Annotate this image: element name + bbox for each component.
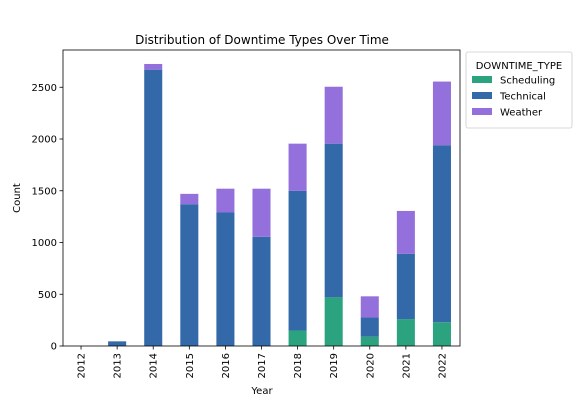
y-axis-ticks: 0 500 1000 1500 2000 2500 [32,83,63,353]
legend-swatch-scheduling [472,76,492,83]
bar-scheduling-2019 [324,297,343,346]
y-tick-label: 1500 [32,186,57,197]
legend-label-technical: Technical [499,92,546,103]
y-tick-label: 0 [51,342,57,353]
bar-weather-2021 [396,210,415,254]
legend-frame [465,51,573,129]
bar-technical-2018 [288,190,307,331]
legend-swatch-technical [472,92,492,99]
bar-technical-2019 [324,143,343,298]
bar-weather-2019 [324,86,343,144]
bar-technical-2022 [432,145,451,323]
x-tick-label: 2019 [329,353,340,378]
y-tick-label: 1000 [32,238,57,249]
chart-title: Distribution of Downtime Types Over Time [135,33,389,47]
bar-scheduling-2022 [432,322,451,346]
y-axis-label: Count [12,183,23,213]
x-tick-label: 2012 [77,353,88,378]
x-tick-label: 2014 [149,353,160,378]
bar-scheduling-2018 [288,330,307,346]
y-tick-label: 2000 [32,135,57,146]
bar-technical-2015 [180,204,199,346]
x-tick-label: 2020 [365,353,376,378]
x-axis-ticks: 2012 2013 2014 2015 2016 2017 2018 2019 2020 2021… [77,346,448,378]
bar-technical-2016 [216,212,235,346]
legend-swatch-weather [472,108,492,115]
y-tick-label: 2500 [32,83,57,94]
x-tick-label: 2016 [221,353,232,378]
bar-weather-2018 [288,143,307,191]
legend-items: Scheduling Technical Weather [472,76,555,119]
bar-scheduling-2021 [396,319,415,346]
bars-layer [108,63,451,346]
bar-weather-2015 [180,193,199,205]
bar-technical-2021 [396,253,415,320]
y-tick-label: 500 [38,290,57,301]
bar-technical-2017 [252,236,271,346]
x-tick-label: 2018 [293,353,304,378]
legend-label-scheduling: Scheduling [500,76,555,87]
x-tick-label: 2017 [257,353,268,378]
bar-weather-2016 [216,188,235,213]
bar-weather-2017 [252,188,271,237]
bar-technical-2013 [108,341,127,346]
bar-weather-2020 [360,296,379,318]
x-tick-label: 2021 [401,353,412,378]
bar-weather-2014 [144,63,163,70]
x-axis-label: Year [250,386,273,397]
bar-weather-2022 [432,81,451,146]
bar-scheduling-2020 [360,336,379,346]
legend: DOWNTIME_TYPE Scheduling Technical Weather [465,51,573,129]
x-tick-label: 2015 [185,353,196,378]
legend-label-weather: Weather [500,108,543,119]
bar-technical-2020 [360,317,379,337]
x-tick-label: 2022 [437,353,448,378]
legend-title: DOWNTIME_TYPE [476,61,563,72]
x-tick-label: 2013 [113,353,124,378]
bar-technical-2014 [144,69,163,346]
